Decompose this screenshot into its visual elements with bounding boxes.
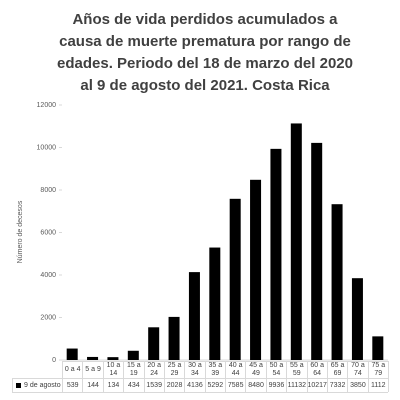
bar: [66, 348, 78, 360]
bar: [168, 316, 180, 360]
bar: [148, 327, 160, 360]
x-tick-label: 60 a 64: [306, 361, 327, 378]
x-tick-label: 0 a 4: [62, 361, 83, 378]
chart-title: Años de vida perdidos acumulados a: [72, 11, 338, 28]
y-axis-label: Número de decesos: [17, 200, 24, 263]
table-border: [388, 361, 389, 392]
x-tick-label: 40 a 44: [225, 361, 246, 378]
data-label: 1112: [367, 378, 388, 392]
x-tick-label: 15 a 19: [123, 361, 144, 378]
bar: [250, 179, 262, 360]
x-tick-label: 50 a 54: [265, 361, 287, 378]
bar: [188, 272, 200, 360]
data-label: 3850: [347, 378, 368, 392]
x-tick-label: 75 a 79: [367, 361, 388, 378]
bar: [290, 123, 302, 360]
data-label: 2028: [163, 378, 185, 392]
x-tick-label: 30 a 34: [184, 361, 205, 378]
data-label: 9936: [265, 378, 287, 392]
x-tick-label: 25 a 29: [163, 361, 185, 378]
bar: [229, 198, 241, 360]
x-tick-label: 65 a 69: [326, 361, 348, 378]
data-label: 434: [123, 378, 144, 392]
y-tick-label: 2000: [40, 314, 56, 321]
y-tick-label: 12000: [37, 102, 57, 109]
data-label: 7585: [225, 378, 246, 392]
bar: [351, 278, 363, 360]
x-tick-label: 20 a 24: [143, 361, 164, 378]
legend-label: 9 de agosto: [24, 381, 61, 389]
x-tick-label: 5 a 9: [82, 361, 103, 378]
bar: [209, 247, 221, 360]
x-tick-label: 10 a 14: [102, 361, 124, 378]
bar: [107, 357, 119, 360]
y-tick-label: 6000: [40, 229, 56, 236]
chart-title: edades. Periodo del 18 de marzo del 2020: [57, 55, 353, 72]
data-label: 4136: [184, 378, 205, 392]
data-label: 8480: [245, 378, 266, 392]
data-label: 10217: [306, 378, 327, 392]
x-tick-label: 70 a 74: [347, 361, 368, 378]
y-tick-label: 4000: [40, 272, 56, 279]
bar: [87, 356, 99, 360]
data-label: 5292: [204, 378, 225, 392]
data-label: 11132: [286, 378, 307, 392]
y-tick-label: 8000: [40, 187, 56, 194]
data-label: 134: [102, 378, 124, 392]
chart-title: al 9 de agosto del 2021. Costa Rica: [80, 77, 330, 94]
bar: [127, 350, 139, 360]
chart-title: causa de muerte prematura por rango de: [59, 33, 351, 50]
y-tick-label: 0: [52, 357, 56, 364]
data-label: 539: [62, 378, 83, 392]
bar: [331, 204, 343, 360]
x-tick-label: 45 a 49: [245, 361, 266, 378]
bar: [311, 142, 323, 360]
y-tick-label: 10000: [37, 144, 57, 151]
bar: [372, 336, 384, 360]
table-border: [12, 392, 388, 393]
legend-swatch: [16, 383, 21, 388]
bar: [270, 148, 282, 360]
x-tick-label: 55 a 59: [286, 361, 307, 378]
legend-entry: 9 de agosto: [12, 378, 62, 392]
data-label: 1539: [143, 378, 164, 392]
x-tick-label: 35 a 39: [204, 361, 225, 378]
data-label: 7332: [326, 378, 348, 392]
data-label: 144: [82, 378, 103, 392]
